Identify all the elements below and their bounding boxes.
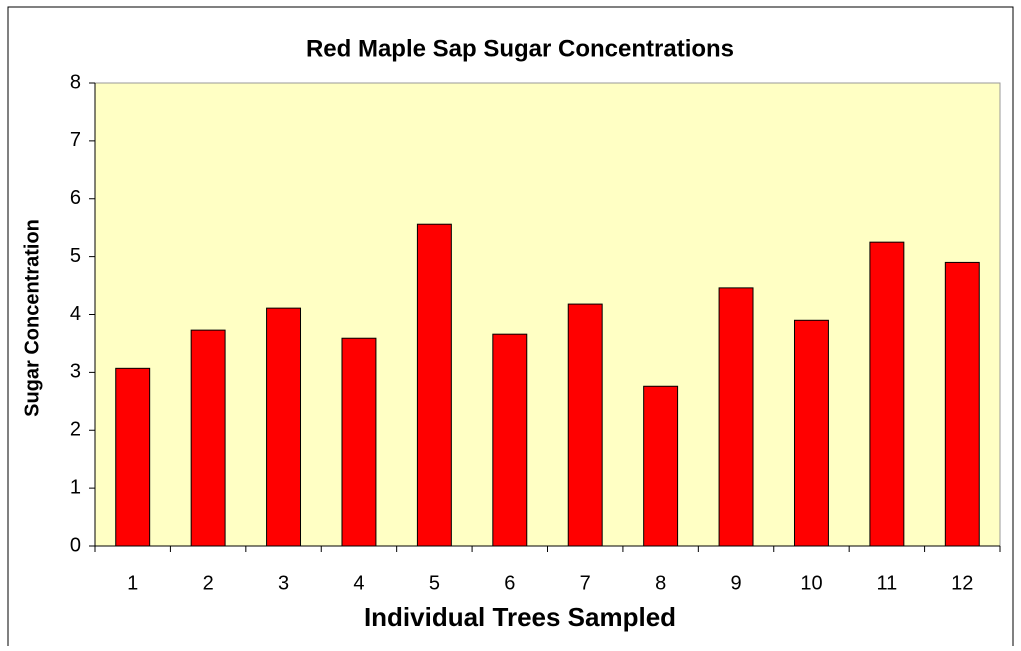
x-tick-label: 5 xyxy=(429,572,440,594)
chart-title: Red Maple Sap Sugar Concentrations xyxy=(306,35,734,62)
x-tick-label: 2 xyxy=(203,572,214,594)
bar xyxy=(115,367,151,547)
x-tick-label: 1 xyxy=(127,572,138,594)
plot-area xyxy=(94,82,1001,547)
y-tick-label: 3 xyxy=(70,361,81,383)
x-axis-label: Individual Trees Sampled xyxy=(364,602,676,632)
y-tick-label: 7 xyxy=(70,129,81,151)
x-tick-label: 9 xyxy=(730,572,741,594)
x-tick-label: 4 xyxy=(353,572,364,594)
y-tick-label: 8 xyxy=(70,71,81,93)
y-tick-label: 2 xyxy=(70,419,81,441)
y-tick-label: 0 xyxy=(70,534,81,556)
x-tick-label: 6 xyxy=(504,572,515,594)
x-tick-label: 10 xyxy=(800,572,822,594)
bar xyxy=(567,303,603,547)
x-tick-label: 8 xyxy=(655,572,666,594)
bar xyxy=(190,329,226,547)
bar xyxy=(341,337,377,547)
y-tick-label: 5 xyxy=(70,245,81,267)
y-tick-label: 6 xyxy=(70,187,81,209)
bar xyxy=(266,307,302,547)
x-tick-label: 11 xyxy=(876,572,897,594)
y-tick-label: 4 xyxy=(70,303,81,325)
bar xyxy=(793,319,829,547)
bar xyxy=(944,261,980,547)
bar xyxy=(416,223,452,547)
bar xyxy=(869,241,905,547)
y-tick-label: 1 xyxy=(70,476,81,498)
y-axis-label: Sugar Concentration xyxy=(21,219,43,417)
x-tick-label: 12 xyxy=(951,572,973,594)
bar xyxy=(492,333,528,547)
x-tick-label: 3 xyxy=(278,572,289,594)
bar xyxy=(718,287,754,547)
bar xyxy=(643,385,679,547)
x-tick-label: 7 xyxy=(580,572,591,594)
